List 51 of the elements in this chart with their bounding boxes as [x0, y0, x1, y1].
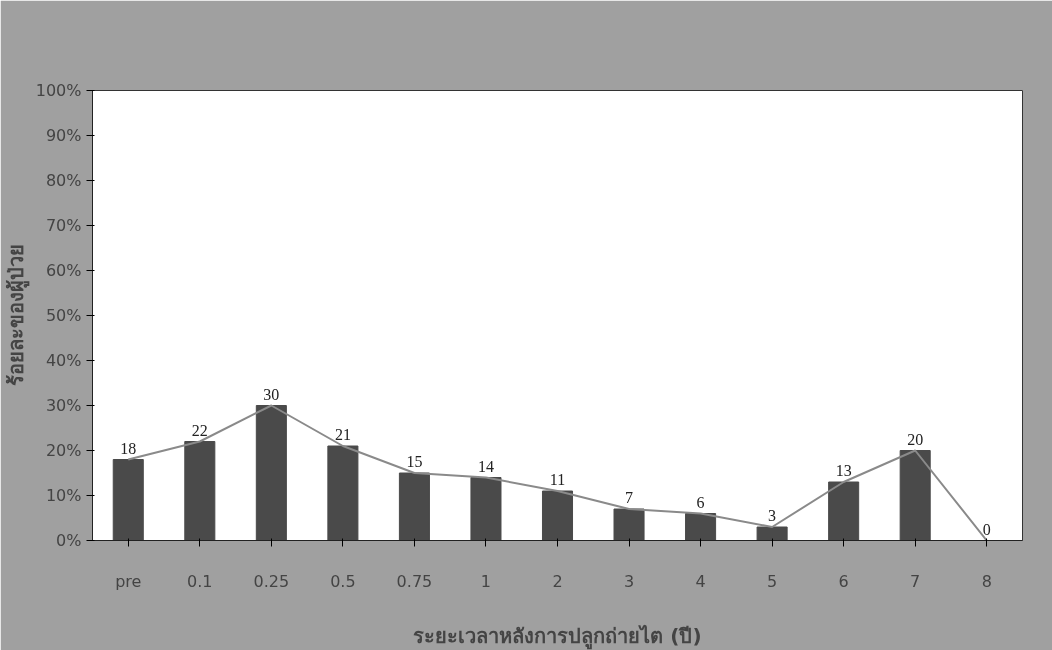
bar	[184, 441, 216, 541]
data-label: 14	[477, 457, 494, 475]
x-tick-label: 0.5	[330, 571, 356, 591]
data-label: 13	[835, 462, 852, 479]
bar	[899, 450, 931, 541]
bar	[613, 508, 645, 541]
data-label: 15	[406, 453, 423, 470]
data-label: 30	[263, 385, 280, 403]
x-tick-label: 8	[981, 571, 992, 591]
x-tick-label: 3	[623, 571, 635, 591]
data-label: 22	[191, 421, 208, 439]
y-tick-label: 100%	[35, 81, 82, 100]
bar	[327, 445, 359, 541]
y-tick-label: 70%	[45, 216, 82, 235]
y-tick-label: 60%	[45, 261, 82, 280]
x-tick-label: 0.25	[253, 571, 290, 591]
x-tick-label: 0.75	[396, 571, 433, 591]
bar	[112, 459, 144, 541]
y-axis-title: ร้อยละของผู้ป่วย	[3, 244, 30, 387]
x-axis-title: ระยะเวลาหลังการปลูกถ่ายไต (ปี)	[413, 623, 702, 650]
data-label: 7	[625, 489, 634, 506]
x-tick-label: 5	[767, 571, 778, 591]
x-tick-label: 4	[695, 571, 706, 591]
x-tick-label: 6	[838, 571, 849, 591]
y-tick-label: 50%	[45, 306, 82, 325]
data-label: 6	[696, 493, 705, 511]
data-label: 21	[334, 426, 351, 443]
data-label: 3	[768, 507, 777, 524]
y-tick-label: 20%	[45, 441, 82, 460]
data-label: 0	[982, 520, 991, 538]
x-tick-label: pre	[115, 571, 142, 591]
data-label: 20	[907, 430, 924, 448]
bar	[828, 481, 860, 541]
y-tick-label: 30%	[45, 396, 82, 415]
x-tick-label: 1	[480, 571, 492, 591]
y-tick-label: 10%	[45, 486, 82, 505]
x-tick-label: 7	[910, 571, 921, 591]
bar	[756, 526, 788, 541]
data-label: 18	[120, 439, 137, 457]
bar	[255, 405, 287, 541]
bar	[685, 513, 717, 541]
x-tick-label: 0.1	[187, 571, 213, 591]
bar	[470, 477, 502, 541]
bar	[398, 472, 430, 541]
data-label: 11	[549, 471, 566, 488]
x-tick-label: 2	[552, 571, 563, 591]
y-tick-label: 80%	[45, 171, 82, 190]
y-tick-label: 0%	[56, 531, 82, 550]
bar	[541, 490, 574, 541]
y-tick-label: 90%	[45, 126, 82, 145]
y-tick-label: 40%	[45, 351, 82, 370]
